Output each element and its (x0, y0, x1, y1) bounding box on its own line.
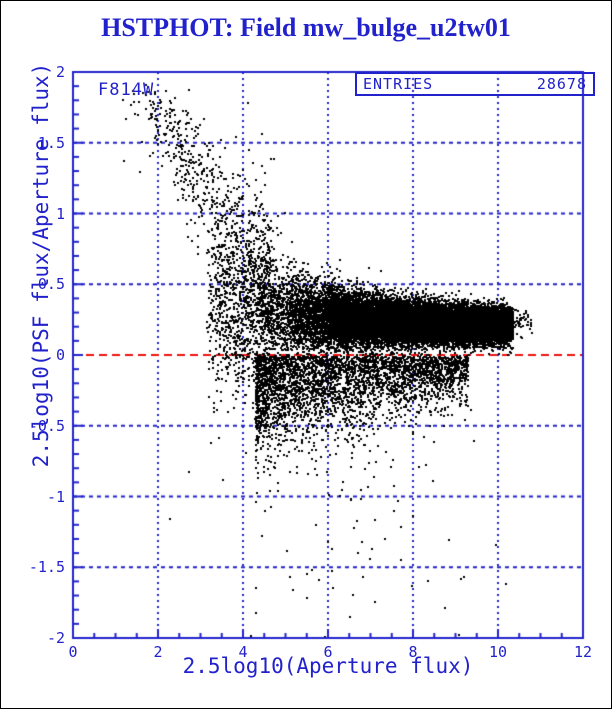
x-tick-label: 2 (153, 643, 163, 661)
x-tick-label: 12 (573, 643, 593, 661)
y-tick-label: 1.5 (37, 133, 65, 152)
entries-value: 28678 (536, 75, 587, 93)
page-title: HSTPHOT: Field mw_bulge_u2tw01 (101, 13, 511, 42)
filter-band-label: F814W (98, 80, 155, 100)
y-tick-label: -2 (46, 629, 65, 647)
y-tick-label: -1 (46, 487, 65, 506)
y-tick-label: -0.5 (28, 416, 65, 435)
y-axis-title: 2.5log10(PSF flux/Aperture flux) (29, 62, 53, 468)
x-axis-title: 2.5log10(Aperture flux) (182, 654, 474, 678)
y-tick-label: 0.5 (37, 275, 65, 294)
y-tick-label: 0 (55, 346, 65, 364)
entries-label: ENTRIES (363, 75, 434, 93)
x-tick-label: 6 (323, 643, 333, 661)
x-tick-label: 8 (408, 643, 418, 661)
x-tick-label: 0 (68, 643, 78, 661)
y-tick-label: 2 (55, 63, 65, 81)
y-tick-label: 1 (55, 204, 65, 223)
entries-stats-box: ENTRIES 28678 (355, 72, 595, 96)
x-tick-label: 10 (488, 643, 508, 661)
y-tick-label: -1.5 (28, 558, 65, 577)
x-tick-label: 4 (238, 643, 248, 661)
